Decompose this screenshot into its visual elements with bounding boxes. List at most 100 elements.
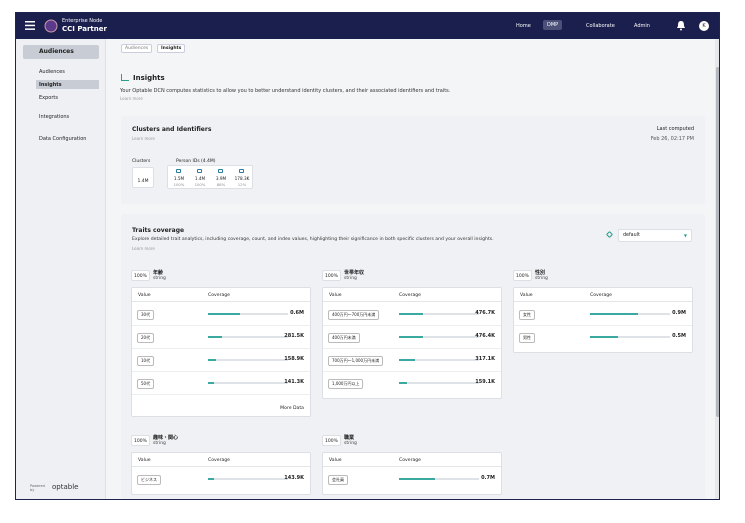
trait-pct: 100% — [134, 438, 147, 444]
identifier-value: 178.3K — [234, 176, 250, 181]
coverage-track — [399, 478, 479, 480]
avatar[interactable]: K — [699, 21, 709, 31]
trait-table: Value Coverage ビジネス 143.9K — [131, 452, 311, 495]
person-ids-count: (4.4M) — [201, 159, 216, 164]
product-line1: Enterprise Node — [62, 18, 103, 24]
coverage-bar — [208, 478, 215, 480]
coverage-track — [208, 478, 288, 480]
clusters-label: Clusters — [132, 159, 151, 164]
col-coverage: Coverage — [399, 293, 422, 298]
coverage-bar — [399, 336, 423, 338]
scroll-thumb[interactable] — [716, 67, 719, 417]
coverage-bar — [399, 359, 415, 361]
bell-icon[interactable] — [676, 20, 686, 31]
nav-home[interactable]: Home — [516, 23, 531, 29]
trait-table: Value Coverage 女性 0.9M 男性 0.5M — [513, 287, 693, 353]
nav-data-configuration[interactable]: Data Configuration — [39, 136, 87, 142]
more-data[interactable]: More Data — [280, 406, 304, 411]
row-value: 143.9K — [284, 475, 304, 481]
logo — [44, 19, 58, 33]
row-label: 男性 — [519, 333, 535, 343]
identifier-icon — [218, 169, 223, 173]
row-label: 1,000万円以上 — [328, 379, 364, 389]
trait-type: string — [344, 276, 357, 281]
scrollbar — [715, 39, 719, 499]
tag-icon — [605, 230, 614, 239]
trait-pct-box: 100% — [131, 270, 150, 281]
coverage-bar — [590, 313, 638, 315]
breadcrumb-audiences[interactable]: Audiences — [121, 44, 153, 53]
clusters-learn-more[interactable]: Learn more — [132, 136, 155, 141]
row-divider — [132, 348, 310, 349]
row-value: 476.7K — [475, 310, 495, 316]
row-label: 20代 — [137, 333, 155, 343]
identifier-value: 3.9M — [215, 176, 227, 181]
navbar: Enterprise Node CCI Partner Home DMP Col… — [16, 13, 719, 39]
nav-integrations[interactable]: Integrations — [39, 114, 70, 120]
menu-icon[interactable] — [25, 21, 35, 30]
identifier-pct: 88% — [216, 182, 226, 187]
row-value: 141.3K — [284, 379, 304, 385]
select-caret: ▼ — [683, 233, 687, 238]
trait-pct: 100% — [516, 273, 529, 279]
coverage-bar — [590, 336, 618, 338]
clusters-card: Clusters and Identifiers Learn more Last c… — [121, 116, 705, 204]
col-value: Value — [138, 458, 151, 463]
row-label: 50代 — [137, 379, 155, 389]
sub-insights[interactable]: Insights — [36, 80, 99, 89]
cluster-select[interactable]: default ▼ — [618, 229, 692, 242]
row-label: 会社員 — [328, 475, 348, 485]
cluster-box: 1.4M — [132, 167, 154, 188]
coverage-track — [208, 336, 288, 338]
identifier-value: 1.4M — [194, 176, 206, 181]
traits-description: Explore detailed trait analytics, includ… — [132, 237, 494, 242]
identifier-pct: 12% — [237, 182, 247, 187]
traits-title: Traits coverage — [132, 227, 185, 234]
row-label: ビジネス — [137, 475, 161, 485]
coverage-bar — [208, 336, 223, 338]
row-label: 10代 — [137, 356, 155, 366]
row-value: 0.9M — [672, 310, 686, 316]
trait-name: 世帯年収 — [344, 270, 365, 276]
main: Audiences Insights Insights Your Optable DC… — [107, 39, 713, 499]
coverage-bar — [399, 478, 435, 480]
row-divider — [323, 371, 501, 372]
sidebar: Audiences Audiences Insights Exports Int… — [16, 39, 106, 499]
trait-type: string — [153, 276, 166, 281]
product-line2: CCI Partner — [62, 25, 107, 33]
traits-card: Traits coverage Explore detailed trait an… — [121, 214, 705, 499]
trait-table: Value Coverage 30代 0.6M 20代 281.5K 10代 158.9K 50… — [131, 287, 311, 417]
row-value: 0.7M — [481, 475, 495, 481]
learn-more[interactable]: Learn more — [120, 96, 143, 101]
row-value: 0.6M — [290, 310, 304, 316]
coverage-track — [399, 382, 479, 384]
breadcrumb-insights: Insights — [157, 44, 186, 53]
coverage-track — [399, 359, 479, 361]
header-divider — [132, 301, 310, 302]
nav-dmp[interactable]: DMP — [543, 20, 563, 30]
trait-name: 年齢 — [153, 270, 164, 276]
trait-pct-box: 100% — [131, 435, 150, 446]
identifier-icon — [239, 169, 244, 173]
nav-audiences[interactable]: Audiences — [23, 45, 99, 59]
row-value: 281.5K — [284, 333, 304, 339]
row-label: 30代 — [137, 310, 155, 320]
trait-type: string — [344, 441, 357, 446]
nav-admin[interactable]: Admin — [634, 23, 650, 29]
sub-audiences[interactable]: Audiences — [39, 69, 65, 75]
last-computed-label: Last computed — [656, 126, 694, 132]
trait-pct-box: 100% — [322, 270, 341, 281]
traits-learn-more[interactable]: Learn more — [132, 246, 155, 251]
row-value: 158.9K — [284, 356, 304, 362]
nav-collaborate[interactable]: Collaborate — [586, 23, 615, 29]
last-computed: Feb 26, 02:17 PM — [650, 136, 694, 142]
header-divider — [514, 301, 692, 302]
col-value: Value — [329, 293, 342, 298]
col-coverage: Coverage — [208, 458, 231, 463]
trait-pct-box: 100% — [513, 270, 532, 281]
row-divider — [132, 394, 310, 395]
sub-exports[interactable]: Exports — [39, 95, 58, 101]
powered-by: Powered by — [30, 484, 45, 492]
row-value: 159.1K — [475, 379, 495, 385]
